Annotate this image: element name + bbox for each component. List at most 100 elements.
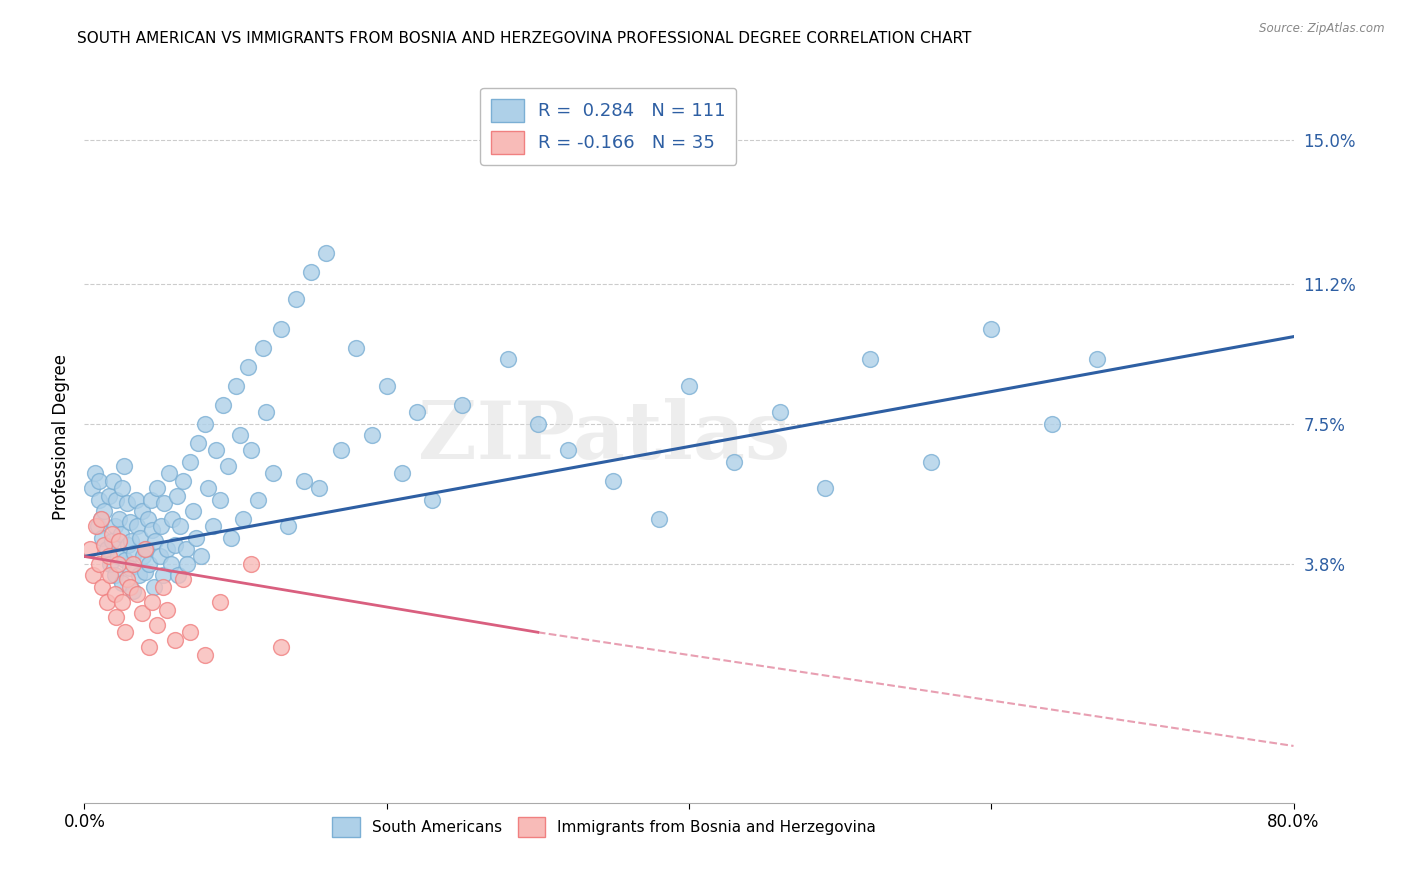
- Point: [201, 519, 224, 533]
- Point: [127, 587, 149, 601]
- Point: [104, 519, 127, 533]
- Point: [98, 568, 121, 582]
- Point: [157, 466, 180, 480]
- Point: [920, 455, 942, 469]
- Point: [166, 489, 188, 503]
- Point: [97, 549, 120, 564]
- Point: [89, 492, 111, 507]
- Point: [814, 481, 837, 495]
- Point: [150, 519, 173, 533]
- Point: [104, 587, 127, 601]
- Point: [174, 541, 197, 556]
- Point: [270, 322, 292, 336]
- Point: [80, 481, 103, 495]
- Point: [97, 489, 120, 503]
- Point: [93, 538, 115, 552]
- Point: [375, 379, 398, 393]
- Point: [346, 341, 368, 355]
- Point: [91, 580, 114, 594]
- Point: [194, 648, 217, 662]
- Point: [145, 534, 167, 549]
- Point: [98, 557, 121, 571]
- Point: [179, 625, 201, 640]
- Point: [114, 553, 136, 567]
- Y-axis label: Professional Degree: Professional Degree: [52, 354, 70, 520]
- Point: [146, 481, 169, 495]
- Point: [108, 511, 131, 525]
- Point: [149, 549, 172, 564]
- Point: [239, 557, 262, 571]
- Point: [285, 292, 308, 306]
- Point: [153, 496, 176, 510]
- Point: [79, 541, 101, 556]
- Point: [723, 455, 745, 469]
- Point: [136, 511, 159, 525]
- Point: [205, 443, 228, 458]
- Point: [89, 557, 111, 571]
- Point: [138, 557, 160, 571]
- Point: [91, 531, 114, 545]
- Point: [141, 523, 163, 537]
- Point: [114, 625, 136, 640]
- Point: [254, 405, 277, 419]
- Point: [100, 534, 122, 549]
- Point: [115, 572, 138, 586]
- Point: [212, 398, 235, 412]
- Point: [96, 595, 118, 609]
- Point: [132, 549, 155, 564]
- Point: [121, 583, 143, 598]
- Point: [82, 568, 104, 582]
- Point: [93, 504, 115, 518]
- Point: [179, 455, 201, 469]
- Point: [1040, 417, 1063, 431]
- Point: [360, 428, 382, 442]
- Point: [111, 481, 134, 495]
- Point: [134, 565, 156, 579]
- Point: [299, 265, 322, 279]
- Point: [127, 519, 149, 533]
- Point: [105, 610, 128, 624]
- Point: [219, 531, 242, 545]
- Point: [557, 443, 579, 458]
- Point: [451, 398, 474, 412]
- Point: [167, 568, 190, 582]
- Point: [169, 519, 191, 533]
- Point: [187, 435, 209, 450]
- Point: [194, 417, 217, 431]
- Point: [252, 341, 274, 355]
- Point: [131, 504, 153, 518]
- Point: [217, 458, 239, 473]
- Point: [86, 519, 108, 533]
- Point: [181, 504, 204, 518]
- Point: [87, 519, 110, 533]
- Point: [146, 617, 169, 632]
- Point: [229, 428, 252, 442]
- Point: [247, 492, 270, 507]
- Point: [100, 526, 122, 541]
- Legend: South Americans, Immigrants from Bosnia and Herzegovina: South Americans, Immigrants from Bosnia …: [326, 811, 883, 843]
- Point: [391, 466, 413, 480]
- Point: [277, 519, 299, 533]
- Point: [190, 549, 212, 564]
- Point: [107, 557, 129, 571]
- Point: [165, 632, 187, 647]
- Point: [270, 640, 292, 655]
- Point: [104, 568, 127, 582]
- Point: [128, 568, 150, 582]
- Point: [496, 352, 519, 367]
- Point: [160, 511, 183, 525]
- Point: [209, 492, 232, 507]
- Point: [118, 580, 141, 594]
- Point: [139, 492, 162, 507]
- Point: [980, 322, 1002, 336]
- Point: [101, 474, 124, 488]
- Point: [121, 557, 143, 571]
- Point: [105, 492, 128, 507]
- Point: [602, 474, 624, 488]
- Point: [96, 541, 118, 556]
- Point: [135, 541, 157, 556]
- Point: [308, 481, 330, 495]
- Point: [769, 405, 792, 419]
- Point: [159, 557, 181, 571]
- Point: [110, 526, 132, 541]
